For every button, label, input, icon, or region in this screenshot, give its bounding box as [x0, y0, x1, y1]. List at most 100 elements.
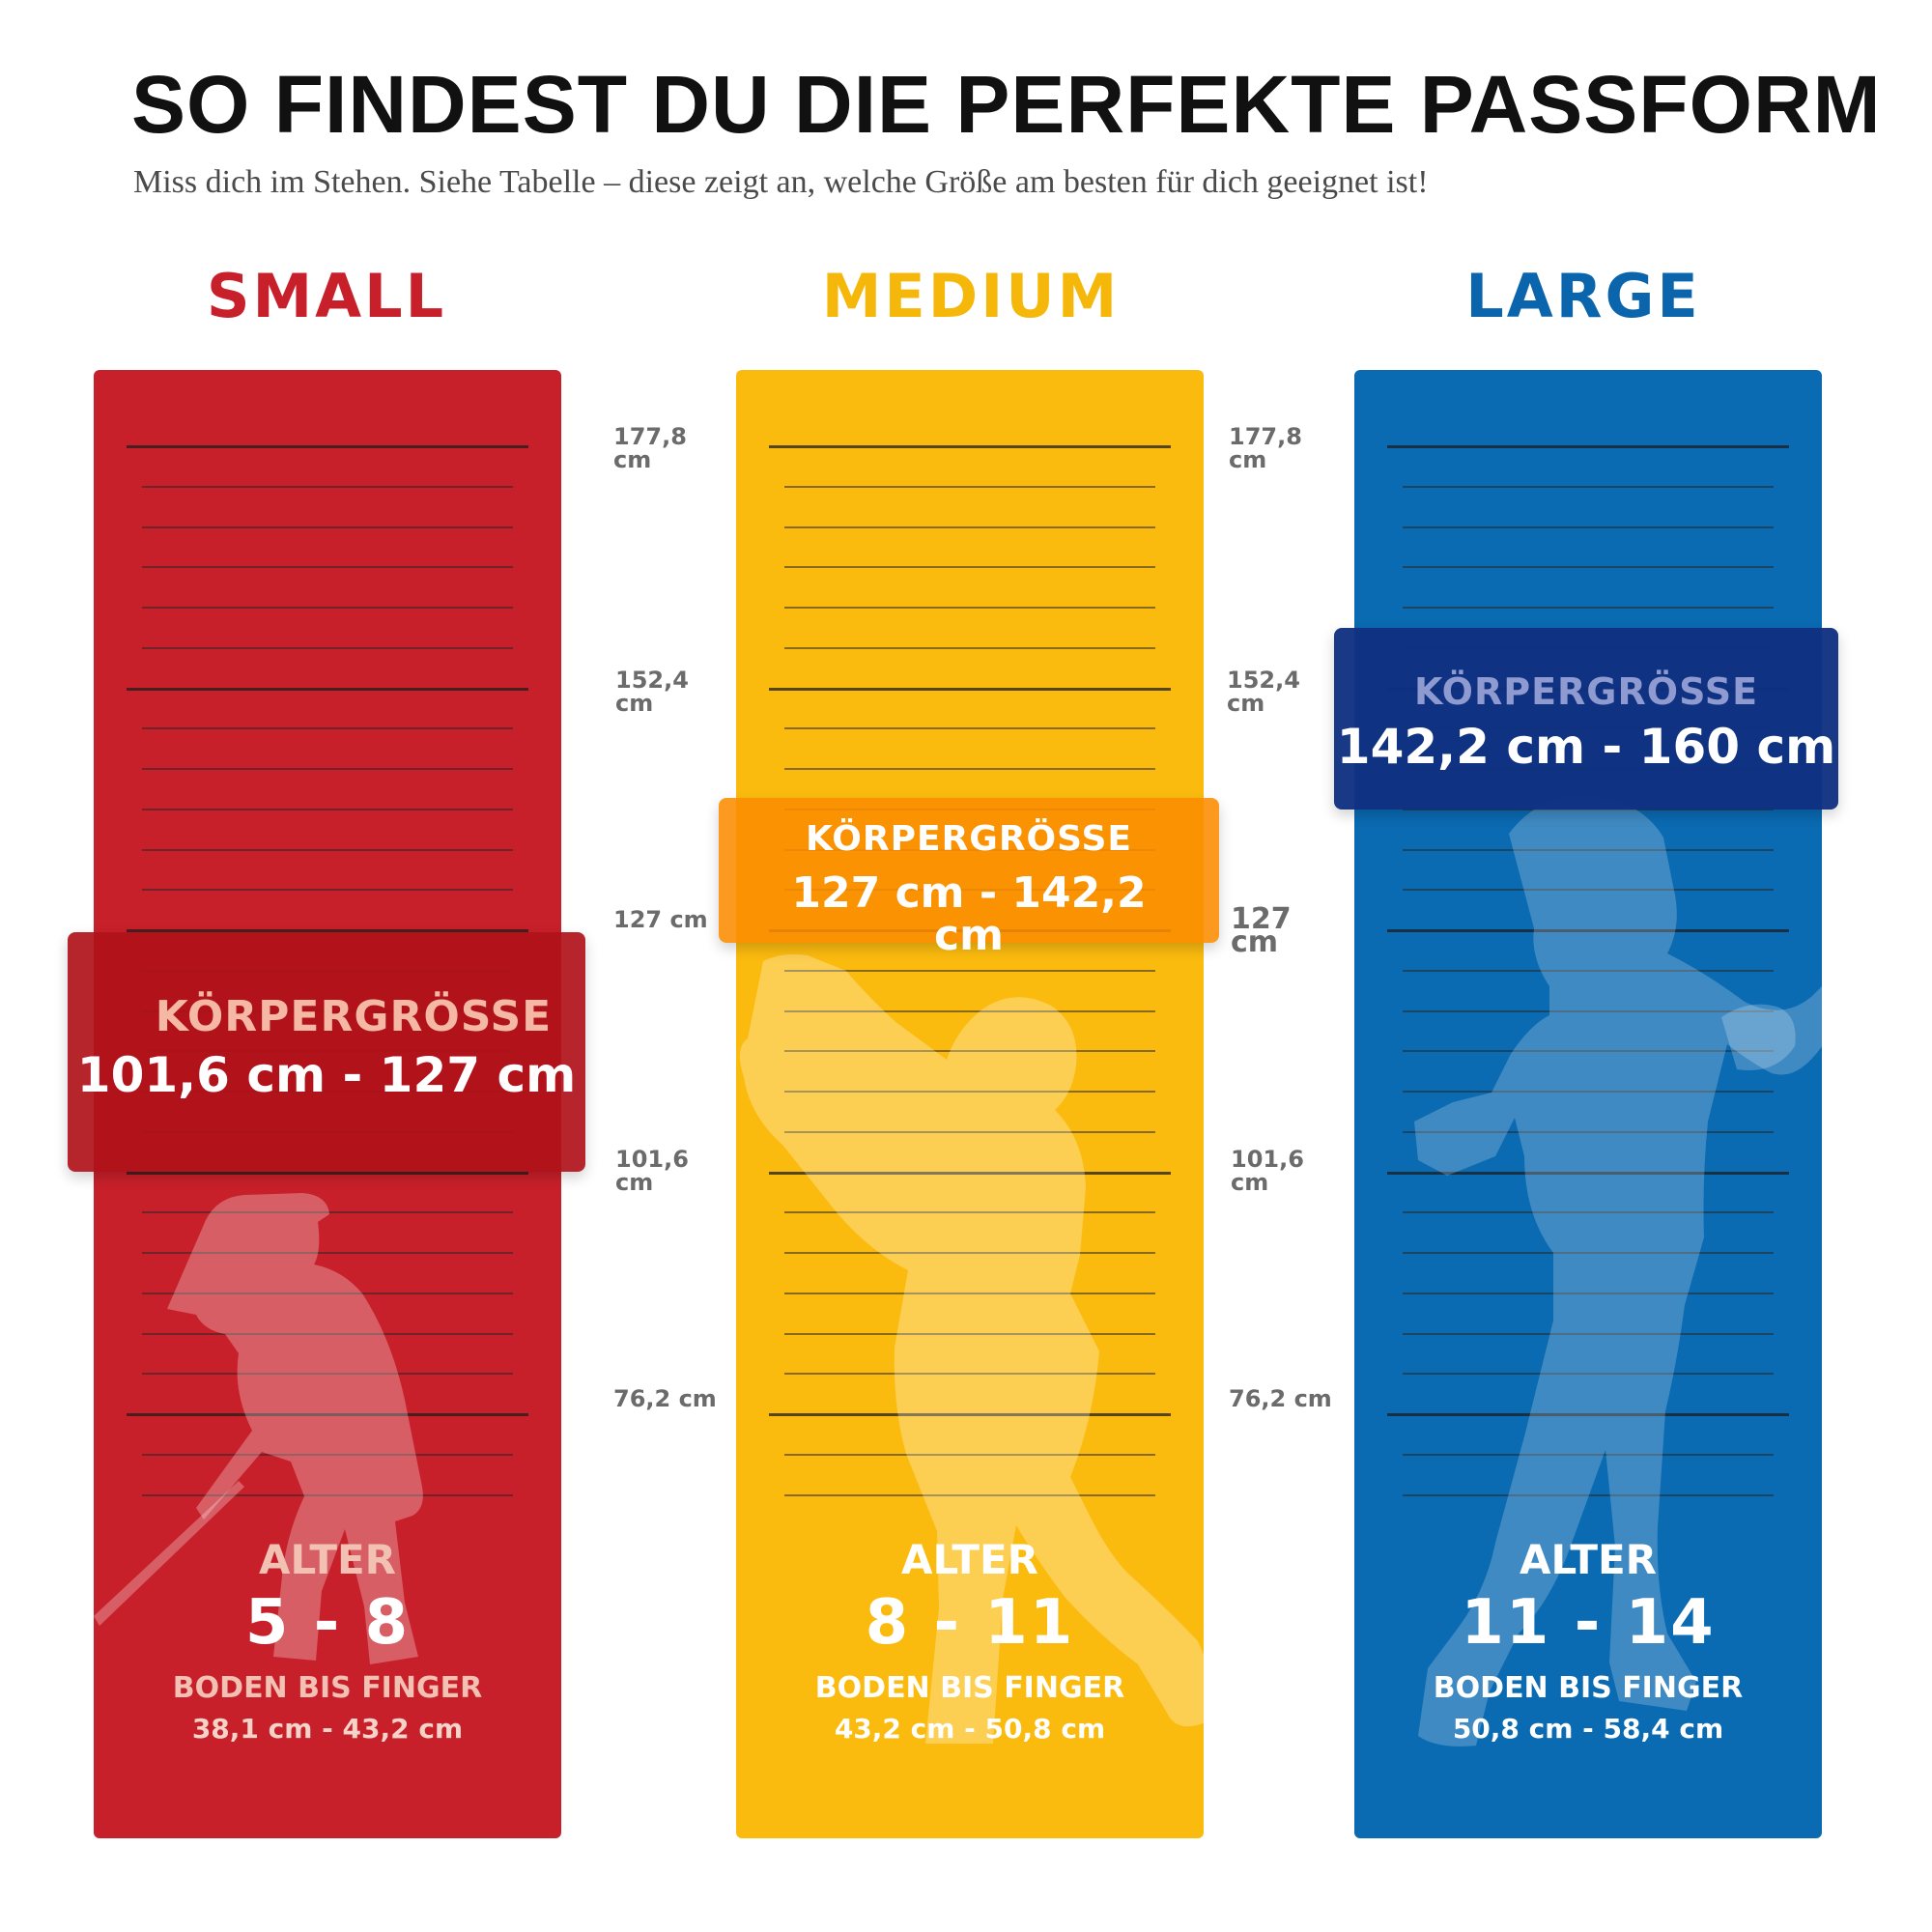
age-label: ALTER [901, 1536, 1038, 1583]
ruler-major-tick [769, 687, 1171, 691]
ruler-minor-tick [1403, 1493, 1774, 1496]
ruler-minor-tick [784, 1292, 1155, 1294]
band-value: 142,2 cm - 160 cm [1336, 719, 1836, 775]
height-band-small: KÖRPERGRÖSSE 101,6 cm - 127 cm [68, 932, 585, 1172]
ruler-minor-tick [142, 768, 513, 770]
ruler-major-tick [1387, 929, 1789, 932]
info-block-small: ALTER 5 - 8 BODEN BIS FINGER 38,1 cm - 4… [94, 1536, 561, 1748]
height-band-medium: KÖRPERGRÖSSE 127 cm - 142,2 cm [719, 798, 1219, 957]
ruler-minor-tick [1403, 1373, 1774, 1376]
band-value: 127 cm - 142,2 cm [791, 868, 1147, 960]
scale-label-left-127: 127 cm [613, 906, 708, 933]
ruler-major-tick [1387, 445, 1789, 448]
ruler-major-tick [127, 1171, 528, 1175]
ruler-minor-tick [784, 566, 1155, 569]
ruler-minor-tick [784, 485, 1155, 488]
ruler-minor-tick [1403, 1211, 1774, 1214]
band-label: KÖRPERGRÖSSE [1413, 670, 1759, 713]
ruler-major-tick [769, 1413, 1171, 1416]
ruler-minor-tick [142, 485, 513, 488]
age-value: 11 - 14 [1461, 1587, 1716, 1659]
size-heading-large: LARGE [1465, 261, 1701, 331]
child-golfer-putting-icon [94, 1193, 423, 1664]
ruler-minor-tick [784, 526, 1155, 528]
band-value: 101,6 cm - 127 cm [76, 1047, 577, 1103]
ruler-minor-tick [1403, 1009, 1774, 1012]
ruler-minor-tick [142, 566, 513, 569]
reach-label: BODEN BIS FINGER [1433, 1671, 1744, 1705]
ruler-major-tick [769, 1171, 1171, 1175]
ruler-minor-tick [142, 727, 513, 730]
reach-label: BODEN BIS FINGER [814, 1671, 1125, 1705]
scale-label-left-76: 76,2 cm [613, 1385, 717, 1412]
ruler-minor-tick [1403, 607, 1774, 609]
height-band-large: KÖRPERGRÖSSE 142,2 cm - 160 cm [1334, 628, 1838, 810]
ruler-minor-tick [784, 1009, 1155, 1012]
ruler-minor-tick [142, 808, 513, 810]
ruler-minor-tick [784, 646, 1155, 649]
age-value: 5 - 8 [244, 1587, 411, 1659]
ruler-minor-tick [784, 607, 1155, 609]
scale-label-left-177: 177,8 cm [613, 423, 687, 473]
scale-label-right-127: 127 cm [1231, 902, 1292, 959]
ruler-minor-tick [784, 1130, 1155, 1133]
ruler-minor-tick [1403, 1050, 1774, 1053]
page-subtitle: Miss dich im Stehen. Siehe Tabelle – die… [133, 164, 1429, 200]
ruler-major-tick [127, 1413, 528, 1416]
ruler-major-tick [769, 445, 1171, 448]
ruler-minor-tick [784, 1050, 1155, 1053]
ruler-minor-tick [142, 526, 513, 528]
ruler-minor-tick [142, 1493, 513, 1496]
ruler-minor-tick [784, 969, 1155, 972]
ruler-minor-tick [784, 1211, 1155, 1214]
ruler-minor-tick [142, 607, 513, 609]
ruler-minor-tick [1403, 848, 1774, 851]
ruler-minor-tick [142, 889, 513, 892]
ruler-major-tick [127, 445, 528, 448]
reach-value: 38,1 cm - 43,2 cm [191, 1713, 464, 1745]
ruler-minor-tick [142, 848, 513, 851]
band-label: KÖRPERGRÖSSE [805, 819, 1132, 859]
ruler-minor-tick [784, 1252, 1155, 1254]
reach-value: 43,2 cm - 50,8 cm [834, 1713, 1106, 1745]
ruler-minor-tick [1403, 1091, 1774, 1093]
ruler-minor-tick [142, 646, 513, 649]
size-heading-small: SMALL [206, 261, 447, 331]
ruler-minor-tick [1403, 1332, 1774, 1335]
band-label: KÖRPERGRÖSSE [155, 992, 553, 1041]
scale-label-right-101: 101,6 cm [1231, 1146, 1304, 1196]
ruler-minor-tick [784, 768, 1155, 770]
ruler-minor-tick [784, 727, 1155, 730]
ruler-minor-tick [142, 1252, 513, 1254]
child-golfer-swing-icon [739, 953, 1204, 1744]
ruler-minor-tick [784, 1091, 1155, 1093]
age-value: 8 - 11 [865, 1587, 1075, 1659]
reach-value: 50,8 cm - 58,4 cm [1452, 1713, 1724, 1745]
scale-label-right-76: 76,2 cm [1229, 1385, 1332, 1412]
size-column-large [1354, 370, 1822, 1838]
ruler-minor-tick [142, 1373, 513, 1376]
page-title: SO FINDEST DU DIE PERFEKTE PASSFORM [131, 59, 1882, 150]
ruler-minor-tick [784, 1493, 1155, 1496]
ruler-minor-tick [1403, 526, 1774, 528]
ruler-minor-tick [1403, 566, 1774, 569]
ruler-minor-tick [1403, 1453, 1774, 1456]
ruler-minor-tick [784, 1373, 1155, 1376]
ruler-minor-tick [142, 1453, 513, 1456]
ruler-major-tick [127, 929, 528, 932]
ruler-minor-tick [142, 1211, 513, 1214]
ruler-minor-tick [1403, 1292, 1774, 1294]
scale-label-left-101: 101,6 cm [615, 1146, 689, 1196]
age-label: ALTER [259, 1536, 396, 1583]
ruler-minor-tick [784, 1332, 1155, 1335]
scale-label-right-152: 152,4 cm [1227, 667, 1300, 717]
info-block-medium: ALTER 8 - 11 BODEN BIS FINGER 43,2 cm - … [736, 1536, 1204, 1748]
ruler-minor-tick [1403, 1252, 1774, 1254]
ruler-major-tick [127, 687, 528, 691]
teen-golfer-finish-icon [1414, 795, 1822, 1747]
size-heading-medium: MEDIUM [821, 261, 1121, 331]
scale-label-right-177: 177,8 cm [1229, 423, 1302, 473]
reach-label: BODEN BIS FINGER [172, 1671, 483, 1705]
ruler-major-tick [1387, 1171, 1789, 1175]
ruler-minor-tick [142, 1332, 513, 1335]
